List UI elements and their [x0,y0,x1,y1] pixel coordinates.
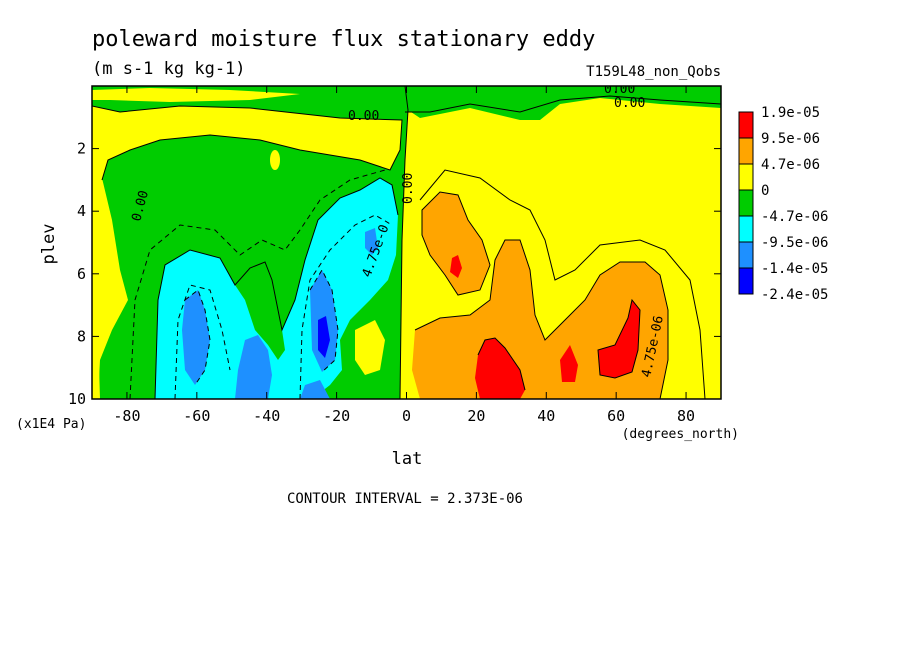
field-weak-positive-eq-lower [355,320,385,375]
legend-label: 1.9e-05 [761,105,820,121]
legend-swatch [738,111,754,139]
legend-label: 9.5e-06 [761,131,820,147]
y-axis: 2 4 6 8 10 [68,140,721,408]
x-tick-label: -20 [323,407,350,425]
contour-label: 0.00 [604,82,635,97]
x-tick-label: -80 [113,407,140,425]
field-strong-negative-core-5 [300,380,330,399]
field-strong-negative-core-4 [365,228,378,255]
y-tick-label: 6 [77,265,86,283]
y-tick-label: 8 [77,327,86,345]
x-tick-label: 60 [607,407,625,425]
field-extreme-negative-core [318,316,330,358]
legend-swatch [738,137,754,165]
y-tick-label: 10 [68,390,86,408]
x-tick-label: -60 [183,407,210,425]
field-negative-south [155,178,398,399]
y-axis-units: (x1E4 Pa) [16,417,86,432]
legend-label: 0 [761,183,769,199]
x-axis-units: (degrees_north) [622,427,739,442]
field-weak-positive-island [270,150,280,170]
contour-lines-dashed [129,169,393,399]
field-strong-positive-core-1 [450,255,462,278]
legend-swatch [738,241,754,269]
legend-label: -1.4e-05 [761,261,828,277]
field-strong-positive-core-4 [598,300,640,378]
chart-subtitle: (m s-1 kg kg-1) [92,59,246,79]
contour-lines [92,86,721,399]
field-weak-positive-west-edge [92,178,128,399]
legend-label: -4.7e-06 [761,209,828,225]
field-strong-negative-core-1 [182,290,210,385]
legend-swatch [738,163,754,191]
x-tick-label: -40 [253,407,280,425]
field-weak-positive-top-left [92,88,300,102]
contour-label: 0.00 [614,96,645,111]
legend-swatch [738,267,754,295]
contour-interval-note: CONTOUR INTERVAL = 2.373E-06 [287,491,523,507]
legend-swatch [738,215,754,243]
field-weak-negative-south-gap [235,262,285,360]
y-tick-label: 2 [77,140,86,158]
y-axis-label: plev [39,224,59,265]
field-strong-positive-core-2 [475,338,525,399]
plot-area: 0.00 0.00 0.00 0.00 0.00 4.75e-0 4.75e-0… [91,82,722,400]
chart-title: poleward moisture flux stationary eddy [92,27,595,52]
contour-label: 0.00 [348,109,379,124]
run-label: T159L48_non_Qobs [586,64,721,80]
legend-label: -9.5e-06 [761,235,828,251]
field-positive-north-1 [422,192,490,295]
x-axis-label: lat [392,449,423,469]
x-tick-label: 20 [467,407,485,425]
color-legend: 1.9e-05 9.5e-06 4.7e-06 0 -4.7e-06 -9.5e-06 -1… [738,105,828,303]
x-axis: -80 -60 -40 -20 0 20 40 60 80 [113,86,695,425]
x-tick-label: 0 [402,407,411,425]
contour-label: 0.00 [401,173,416,204]
x-tick-label: 80 [677,407,695,425]
field-strong-negative-core-2 [235,335,272,399]
x-tick-label: 40 [537,407,555,425]
field-strong-positive-core-3 [560,345,578,382]
legend-label: -2.4e-05 [761,287,828,303]
field-weak-negative-top [405,86,721,112]
legend-swatch [738,189,754,217]
legend-label: 4.7e-06 [761,157,820,173]
y-tick-label: 4 [77,202,86,220]
